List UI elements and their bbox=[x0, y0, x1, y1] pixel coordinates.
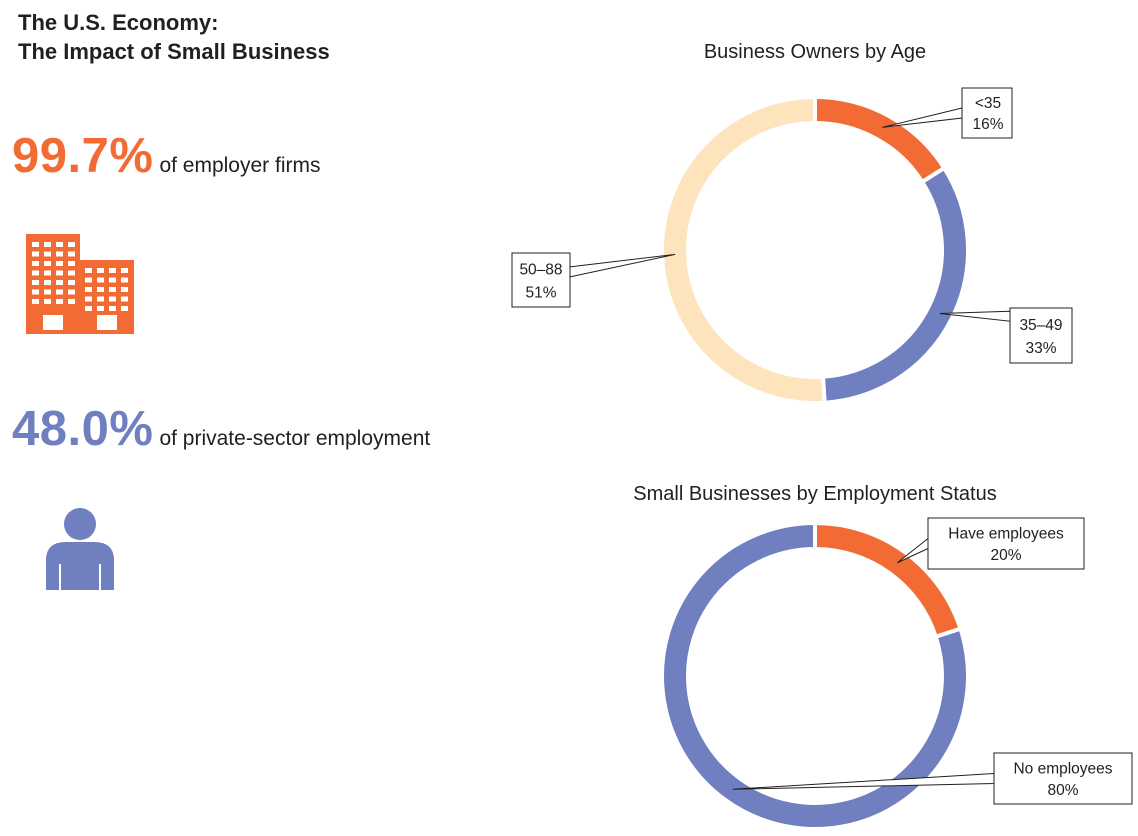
callout-value-have-employees: 20% bbox=[990, 547, 1021, 564]
stat-private-employment-label: of private-sector employment bbox=[159, 427, 431, 450]
office-building-icon bbox=[26, 234, 134, 334]
callout-value-35: 16% bbox=[972, 116, 1003, 133]
callout-pointer-50-88 bbox=[569, 253, 676, 278]
slice-50-88 bbox=[660, 94, 827, 405]
chart-owners-by-age-title: Business Owners by Age bbox=[704, 41, 926, 63]
callout-value-50-88: 51% bbox=[525, 284, 556, 301]
callout-box-no-employees bbox=[993, 752, 1133, 805]
callout-label-35-49: 35–49 bbox=[1019, 317, 1062, 334]
stat-employer-firms-value: 99.7% bbox=[12, 129, 154, 183]
callout-box-35 bbox=[961, 87, 1013, 139]
page-title-line-2: The Impact of Small Business bbox=[18, 39, 330, 64]
chart-employment-status: Small Businesses by Employment Status Ha… bbox=[633, 483, 1133, 831]
callout-pointer-no-employees bbox=[732, 772, 995, 790]
stat-private-employment: 48.0% of private-sector employment bbox=[12, 401, 430, 457]
callout-label-no-employees: No employees bbox=[1013, 760, 1112, 777]
person-icon bbox=[46, 508, 114, 590]
chart-employment-status-title: Small Businesses by Employment Status bbox=[633, 483, 997, 505]
slice-35 bbox=[813, 94, 947, 185]
callout-value-35-49: 33% bbox=[1025, 340, 1056, 357]
slice-no-employees bbox=[660, 520, 970, 831]
chart-owners-by-age: Business Owners by Age <35 16% 35–49 33% 50–… bbox=[511, 41, 1073, 405]
stat-employer-firms-label: of employer firms bbox=[159, 154, 321, 177]
stat-private-employment-value: 48.0% bbox=[12, 402, 154, 456]
page-title: The U.S. Economy: The Impact of Small Bu… bbox=[18, 8, 330, 66]
callout-box-have-employees bbox=[927, 517, 1085, 570]
stat-employer-firms: 99.7% of employer firms bbox=[12, 128, 320, 184]
callout-label-have-employees: Have employees bbox=[948, 525, 1064, 542]
callout-label-35: <35 bbox=[975, 95, 1001, 112]
callout-box-50-88 bbox=[511, 252, 571, 308]
callout-value-no-employees: 80% bbox=[1047, 782, 1078, 799]
page-title-line-1: The U.S. Economy: bbox=[18, 10, 219, 35]
callout-label-50-88: 50–88 bbox=[519, 262, 562, 279]
callout-box-35-49 bbox=[1009, 307, 1073, 364]
slice-35-49 bbox=[820, 165, 970, 405]
